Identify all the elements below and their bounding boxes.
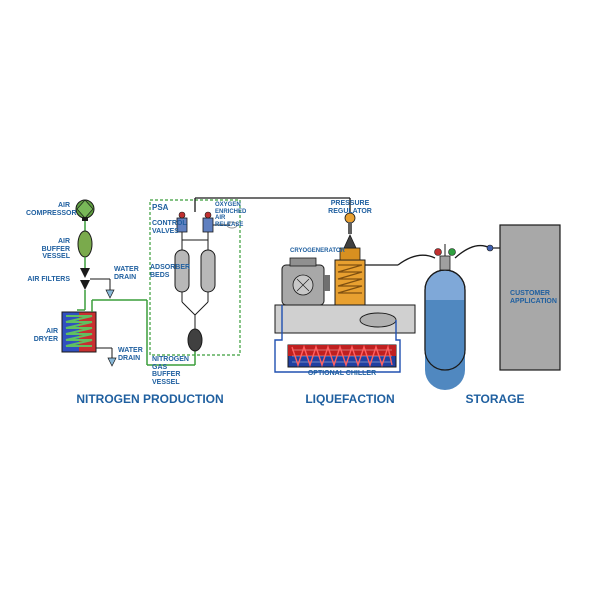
air-buffer-label: AIRBUFFER VESSEL bbox=[20, 238, 70, 261]
nitrogen-section-label: NITROGEN PRODUCTION bbox=[60, 392, 240, 406]
cryogenerator-label: CRYOGENERATOR bbox=[290, 248, 340, 255]
accumulator-icon bbox=[360, 313, 396, 327]
air-buffer-vessel-icon bbox=[78, 231, 92, 257]
air-filters-label: AIR FILTERS bbox=[26, 276, 70, 284]
air-dryer-icon bbox=[62, 312, 96, 352]
control-valves-label: CONTROLVALVES bbox=[152, 220, 176, 235]
air-compressor-icon bbox=[76, 200, 94, 221]
oxygen-release-label: OXYGENENRICHEDAIRRELEASE bbox=[215, 202, 249, 228]
pressure-reg-label: PRESSUREREGULATOR bbox=[328, 200, 372, 215]
customer-label: CUSTOMERAPPLICATION bbox=[510, 290, 550, 305]
cryogenerator-icon bbox=[335, 213, 365, 305]
chiller-icon bbox=[288, 345, 396, 367]
water-drain1-label: WATERDRAIN bbox=[114, 266, 144, 281]
n2-buffer-label: NITROGEN GASBUFFER VESSEL bbox=[152, 356, 192, 387]
psa-label: PSA bbox=[152, 204, 168, 213]
storage-section-label: STORAGE bbox=[455, 392, 535, 406]
chiller-label: OPTIONAL CHILLER bbox=[306, 370, 378, 378]
cryo-compressor-icon bbox=[282, 258, 330, 305]
diagram-canvas: AIRCOMPRESSOR AIRBUFFER VESSEL AIR FILTE… bbox=[0, 0, 600, 600]
storage-tank-icon bbox=[425, 244, 465, 390]
n2-buffer-vessel-icon bbox=[188, 329, 202, 351]
water-drain2-label: WATERDRAIN bbox=[118, 347, 148, 362]
air-dryer-label: AIR DRYER bbox=[24, 328, 58, 343]
adsorber-beds-label: ADSORBERBEDS bbox=[150, 264, 176, 279]
adsorber-beds-icon bbox=[175, 250, 215, 292]
air-filters-icon bbox=[80, 268, 90, 290]
air-compressor-label: AIRCOMPRESSOR bbox=[26, 202, 70, 217]
liquefaction-section-label: LIQUEFACTION bbox=[290, 392, 410, 406]
